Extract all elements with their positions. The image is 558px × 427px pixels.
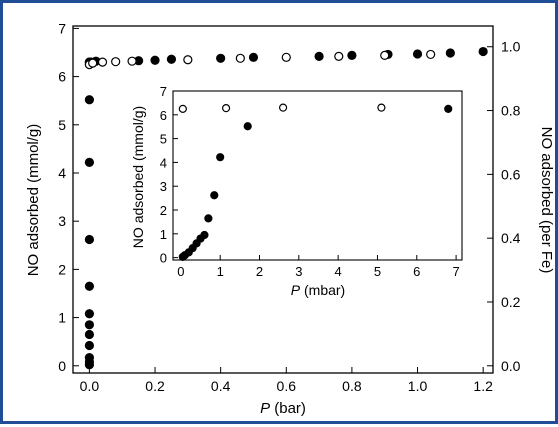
- main-open-point: [281, 52, 291, 62]
- inset-open-point: [221, 104, 231, 113]
- inset-x-tick-label: 1: [217, 264, 224, 279]
- main-y2-tick-label: 1.0: [501, 39, 521, 55]
- main-filled-point: [84, 95, 95, 105]
- inset-x-tick-label: 4: [335, 264, 342, 279]
- main-x-tick-label: 1.0: [408, 378, 428, 394]
- inset-filled-point: [243, 122, 252, 131]
- main-filled-point: [84, 352, 95, 363]
- main-filled-point: [84, 234, 95, 245]
- main-x-tick-label: 1.2: [473, 378, 493, 394]
- main-filled-point: [84, 309, 95, 319]
- main-y-tick-label: 3: [58, 213, 66, 229]
- main-filled-point: [314, 51, 324, 61]
- adsorption-chart: 0.0 0.2 0.4 0.6 0.8 1.0 1.2 0 1 2 3 4 5 6 7 0.0 0.2 0.4 0.…: [25, 20, 555, 417]
- main-filled-point: [248, 52, 259, 62]
- inset-y-axis-label: NO adsorbed (mmol/g): [130, 106, 146, 248]
- main-open-point: [235, 53, 245, 63]
- inset-x-tick-label: 6: [413, 264, 420, 279]
- main-y2-tick-label: 0.4: [501, 230, 521, 246]
- main-y-tick-label: 4: [58, 165, 66, 181]
- inset-y-tick-label: 6: [160, 108, 167, 123]
- main-open-point: [88, 58, 98, 68]
- main-filled-point: [412, 49, 423, 59]
- inset-open-point: [178, 104, 187, 113]
- main-x-axis-unit: (bar): [274, 400, 306, 417]
- inset-x-axis-label: P (mbar): [291, 282, 345, 298]
- main-open-point: [426, 49, 436, 60]
- main-y-tick-label: 5: [58, 117, 66, 133]
- inset-y-tick-label: 4: [160, 155, 167, 170]
- main-y2-tick-label: 0.6: [501, 166, 521, 182]
- inset-x-axis-unit: (mbar): [304, 282, 345, 298]
- main-x-tick-label: 0.8: [342, 378, 362, 394]
- main-y-axis-label: NO adsorbed (mmol/g): [25, 124, 42, 277]
- main-y-tick-label: 0: [58, 358, 66, 374]
- inset-y-tick-label: 2: [160, 203, 167, 218]
- inset-filled-point: [200, 230, 209, 240]
- main-y2-axis-label: NO adsorbed (per Fe): [538, 127, 555, 274]
- main-y2-tick-label: 0.8: [501, 103, 521, 119]
- main-filled-point: [84, 329, 95, 340]
- inset-y-tick-label: 5: [160, 132, 167, 147]
- main-open-point: [111, 57, 121, 67]
- main-y-tick-label: 2: [58, 261, 66, 277]
- main-filled-point: [216, 53, 226, 63]
- main-filled-point: [347, 50, 357, 60]
- main-filled-point: [445, 48, 455, 58]
- main-x-tick-label: 0.0: [80, 378, 100, 394]
- main-filled-point: [84, 340, 95, 351]
- inset-open-point: [278, 103, 288, 112]
- inset-plot-area: [172, 90, 463, 261]
- inset-x-tick-label: 7: [452, 264, 459, 279]
- main-y-tick-label: 1: [58, 310, 66, 326]
- inset-y-tick-label: 0: [160, 251, 167, 266]
- main-x-tick-label: 0.2: [145, 378, 165, 394]
- main-y2-tick-label: 0.2: [501, 294, 521, 310]
- inset-open-point: [377, 103, 386, 112]
- inset-x-tick-label: 2: [256, 264, 263, 279]
- main-open-point: [380, 50, 390, 60]
- inset-filled-point: [444, 104, 453, 113]
- main-open-point: [127, 56, 137, 66]
- inset-y-tick-label: 7: [160, 84, 167, 99]
- main-x-tick-label: 0.6: [277, 378, 297, 394]
- inset-x-tick-label: 0: [177, 264, 184, 279]
- main-filled-point: [150, 55, 160, 65]
- inset-x-tick-label: 5: [374, 264, 381, 279]
- inset-x-tick-label: 3: [295, 264, 302, 279]
- main-open-point: [183, 55, 193, 65]
- main-open-point: [97, 57, 108, 67]
- inset-y-tick-label: 1: [160, 227, 167, 242]
- main-plot-area: [72, 25, 494, 374]
- inset-filled-point: [204, 214, 213, 223]
- main-filled-point: [84, 157, 95, 167]
- main-y-tick-label: 6: [58, 69, 66, 85]
- main-filled-point: [84, 281, 95, 291]
- inset-filled-point: [216, 153, 225, 162]
- main-y2-tick-label: 0.0: [501, 358, 521, 374]
- inset-y-tick-label: 3: [160, 179, 167, 194]
- main-filled-point: [478, 46, 488, 57]
- main-x-axis-var: P: [260, 400, 270, 417]
- main-x-axis-label: P (bar): [260, 400, 306, 417]
- main-filled-point: [84, 320, 95, 330]
- main-open-point: [334, 51, 344, 61]
- main-filled-point: [166, 54, 177, 64]
- main-x-tick-label: 0.4: [211, 378, 231, 394]
- inset-x-axis-var: P: [291, 282, 301, 298]
- main-y-tick-label: 7: [58, 20, 66, 36]
- inset-filled-point: [210, 191, 219, 200]
